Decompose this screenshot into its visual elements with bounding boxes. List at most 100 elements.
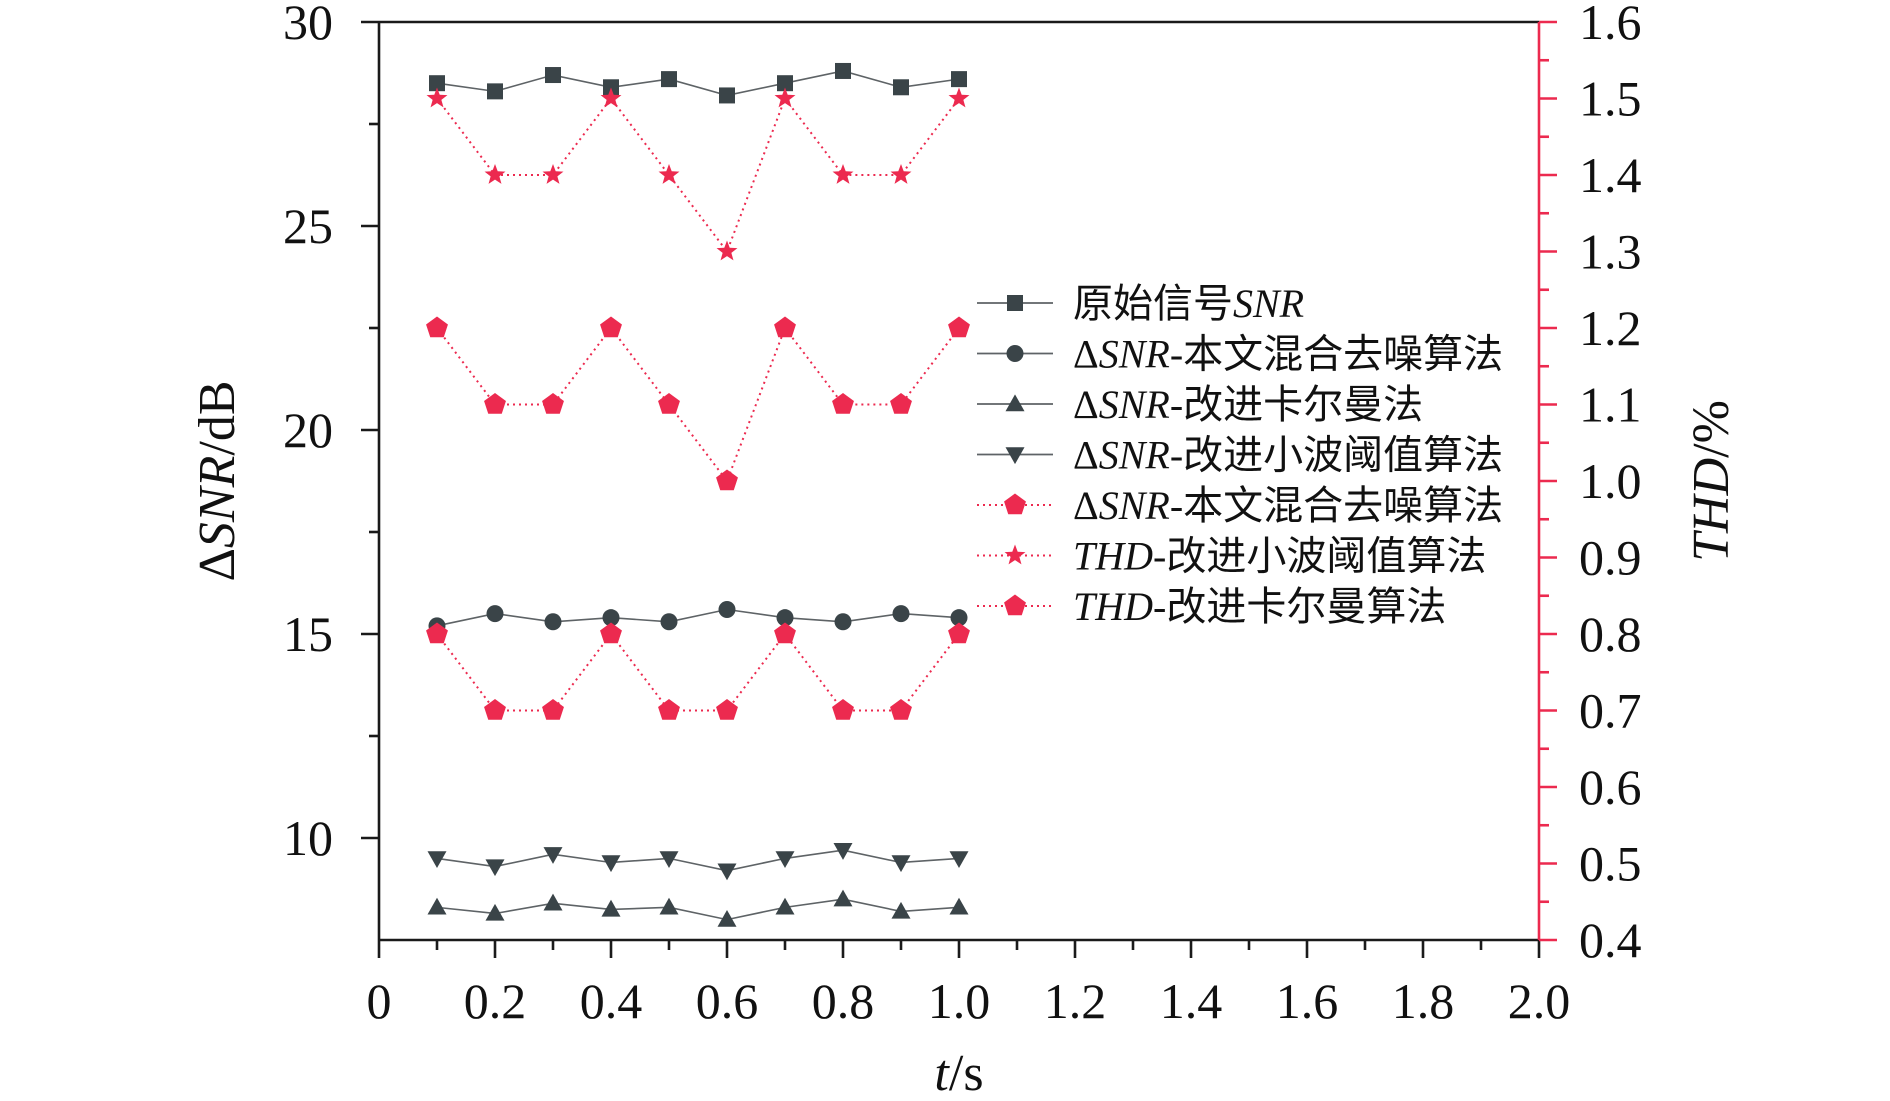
series-2-point	[834, 613, 852, 631]
series-4-point	[485, 859, 505, 877]
series-5-line	[436, 632, 960, 712]
series-lines-layer	[436, 70, 960, 921]
series-7-point	[426, 316, 448, 338]
series-4-point	[543, 847, 563, 864]
legend-entry-6: THD-改进小波阈值算法	[977, 534, 1486, 579]
x-tick-label: 1.0	[928, 973, 991, 1029]
x-tick-label: 1.4	[1160, 973, 1223, 1029]
y2-tick-label: 0.6	[1579, 759, 1642, 815]
x-tick-label: 0.8	[812, 973, 875, 1029]
series-3-point	[949, 897, 969, 915]
series-4-point	[427, 851, 447, 868]
series-3-point	[427, 897, 447, 915]
legend-marker	[1006, 345, 1024, 362]
series-5-point	[542, 699, 564, 720]
legend-marker	[1005, 447, 1025, 465]
series-7-point	[658, 393, 680, 414]
legend-entry-4: ΔSNR-改进小波阈值算法	[977, 433, 1503, 478]
series-6-point	[832, 164, 854, 184]
series-4-point	[775, 851, 795, 868]
legend-marker	[1005, 394, 1025, 412]
series-7-point	[832, 393, 854, 414]
series-2-point	[776, 609, 794, 627]
series-5-point	[716, 699, 738, 720]
series-6-point	[600, 87, 622, 108]
y-tick-label: 15	[283, 606, 333, 662]
y2-tick-label: 1.2	[1579, 300, 1642, 356]
series-2-line	[436, 608, 960, 627]
y-tick-label: 10	[283, 810, 333, 866]
y2-axis-title: THD/%	[1683, 400, 1740, 562]
x-tick-label: 2.0	[1508, 973, 1571, 1029]
series-2-point	[660, 613, 678, 631]
legend-entry-2: ΔSNR-本文混合去噪算法	[977, 332, 1503, 377]
y2-tick-label: 1.5	[1579, 71, 1642, 127]
series-5-point	[484, 699, 506, 720]
x-tick-label: 1.2	[1044, 973, 1107, 1029]
legend-marker	[1004, 544, 1026, 565]
series-4-point	[949, 851, 969, 868]
legend-marker	[1007, 295, 1023, 311]
series-6-point	[426, 87, 448, 108]
y2-tick-label: 1.6	[1579, 0, 1642, 50]
y2-tick-label: 0.8	[1579, 606, 1642, 662]
x-tick-label: 0.6	[696, 973, 759, 1029]
y2-tick-label: 0.7	[1579, 683, 1642, 739]
series-2-point	[892, 605, 910, 623]
series-2-point	[486, 605, 504, 623]
series-3-point	[543, 893, 563, 911]
series-5-point	[658, 699, 680, 720]
legend-label: THD-改进卡尔曼算法	[1073, 584, 1446, 629]
series-6-point	[484, 164, 506, 184]
series-2-point	[718, 601, 736, 619]
series-4-point	[891, 855, 911, 873]
y2-tick-label: 0.5	[1579, 836, 1642, 892]
series-1-point	[487, 83, 503, 100]
series-1-point	[777, 75, 793, 92]
series-6-point	[890, 164, 912, 184]
series-6-point	[716, 240, 738, 261]
legend-marker	[1004, 493, 1026, 515]
x-tick-label: 0.2	[464, 973, 527, 1029]
series-3-point	[717, 910, 737, 927]
legend-label: 原始信号SNR	[1073, 281, 1304, 326]
series-5-point	[426, 622, 448, 644]
legend-label: ΔSNR-改进卡尔曼法	[1073, 382, 1423, 427]
series-1-point	[429, 75, 445, 92]
series-2-point	[950, 609, 968, 627]
legend-label: ΔSNR-改进小波阈值算法	[1073, 433, 1503, 478]
legend-entry-3: ΔSNR-改进卡尔曼法	[977, 382, 1423, 427]
series-3-point	[833, 889, 853, 907]
x-tick-label: 1.6	[1276, 973, 1339, 1029]
series-7-point	[600, 316, 622, 338]
series-5-point	[948, 622, 970, 644]
legend: 原始信号SNR ΔSNR-本文混合去噪算法 ΔSNR-改进卡尔曼法 ΔSNR-改进小波…	[977, 281, 1503, 629]
series-7-point	[774, 316, 796, 338]
series-1-point	[661, 71, 677, 88]
y-tick-label: 30	[283, 0, 333, 50]
series-7-point	[542, 393, 564, 414]
x-tick-label: 0.4	[580, 973, 643, 1029]
series-3-point	[775, 897, 795, 915]
series-markers-layer	[426, 62, 970, 927]
series-6-point	[542, 164, 564, 184]
series-6-point	[658, 164, 680, 184]
y2-tick-label: 1.0	[1579, 453, 1642, 509]
series-7-point	[948, 316, 970, 338]
series-3-point	[601, 899, 621, 917]
series-6-point	[948, 87, 970, 108]
series-7-point	[890, 393, 912, 414]
y2-tick-label: 1.1	[1579, 377, 1642, 433]
y-tick-label: 20	[283, 402, 333, 458]
legend-label: ΔSNR-本文混合去噪算法	[1073, 332, 1503, 377]
x-tick-label: 1.8	[1392, 973, 1455, 1029]
series-5-point	[832, 699, 854, 720]
series-1-point	[603, 79, 619, 96]
series-1-point	[951, 71, 967, 88]
y-tick-label: 25	[283, 198, 333, 254]
series-3-point	[891, 901, 911, 919]
series-7-point	[716, 469, 738, 491]
y2-tick-label: 0.9	[1579, 530, 1642, 586]
